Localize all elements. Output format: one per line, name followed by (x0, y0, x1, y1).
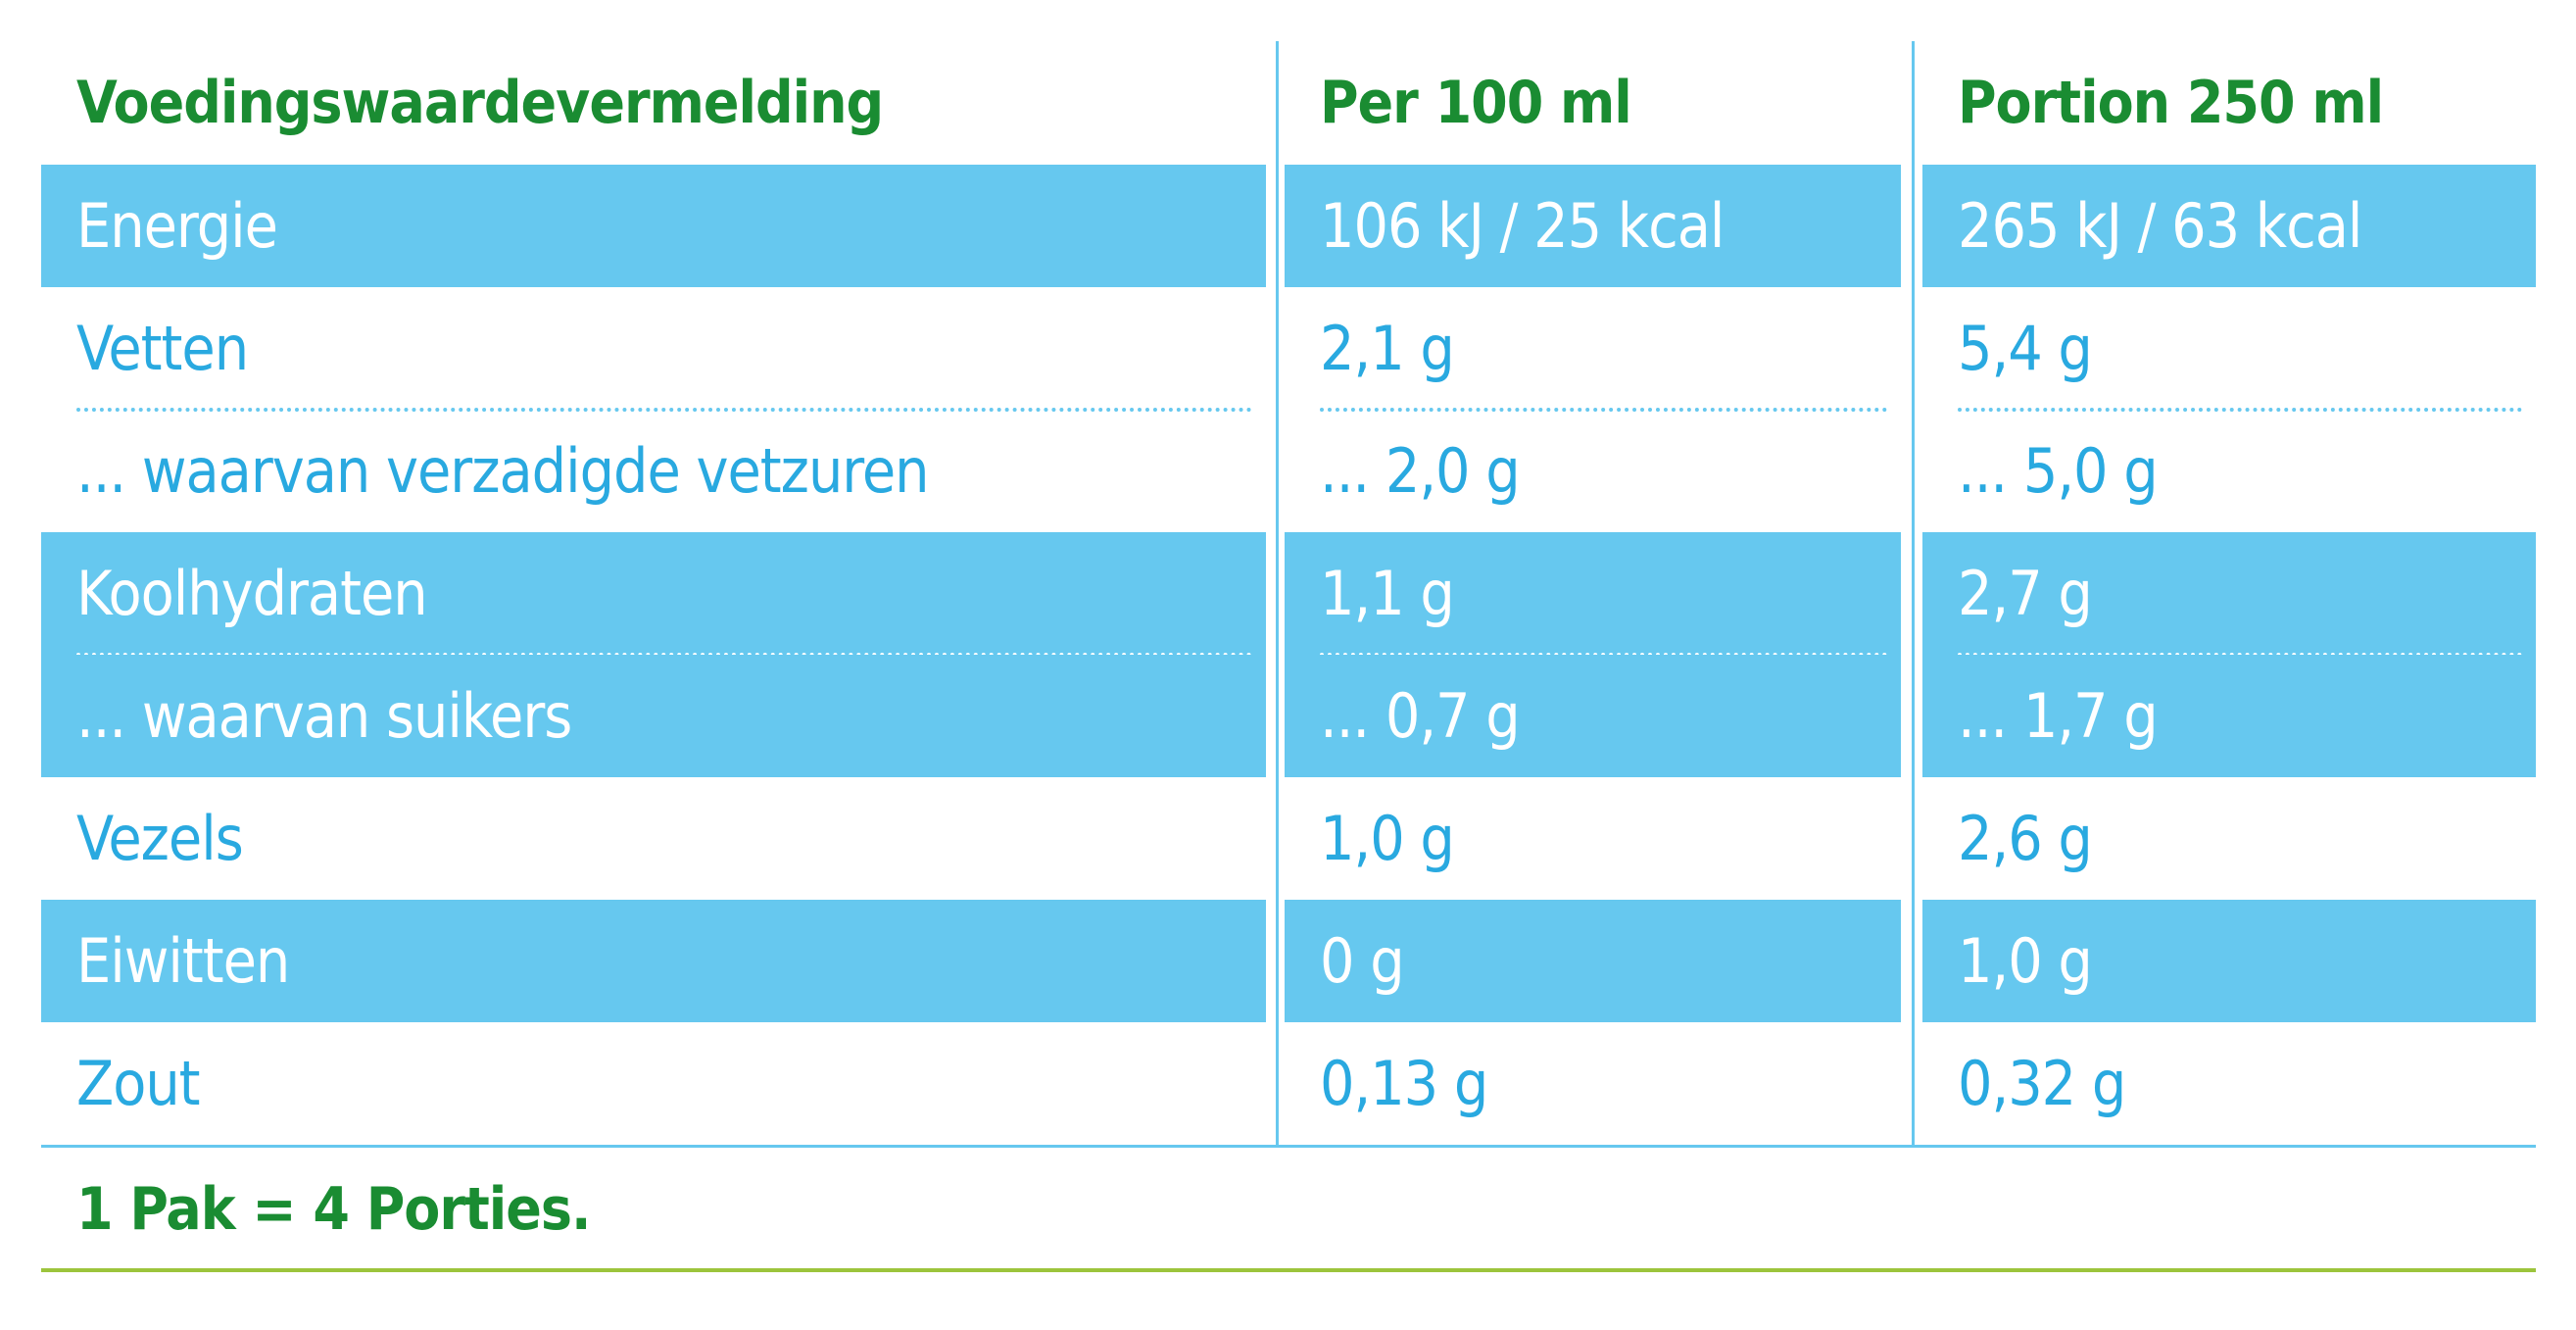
table-cell: ... waarvan verzadigde vetzuren (76, 435, 930, 507)
header-cell: Voedingswaardevermelding (76, 69, 884, 137)
table-cell: 2,1 g (1320, 313, 1455, 384)
column-divider (1276, 41, 1279, 1145)
table-cell: 106 kJ / 25 kcal (1285, 165, 1901, 287)
dotted-separator (1958, 408, 2522, 412)
table-cell: ... 1,7 g (1922, 655, 2536, 777)
table-cell: 1,1 g (1285, 532, 1901, 655)
table-cell: ... waarvan suikers (41, 655, 1266, 777)
table-cell: Vezels (76, 803, 244, 874)
table-cell: 1,0 g (1922, 900, 2536, 1022)
table-cell: 0 g (1285, 900, 1901, 1022)
table-cell: 2,6 g (1958, 803, 2093, 874)
table-bottom-rule (41, 1145, 2536, 1148)
table-cell: 1,0 g (1320, 803, 1455, 874)
table-cell: 5,4 g (1958, 313, 2093, 384)
table-cell: 265 kJ / 63 kcal (1922, 165, 2536, 287)
header-cell: Per 100 ml (1320, 69, 1632, 137)
dotted-separator (76, 408, 1252, 412)
table-cell: Eiwitten (41, 900, 1266, 1022)
table-cell: ... 5,0 g (1958, 435, 2159, 507)
table-cell: Zout (76, 1048, 201, 1119)
table-cell: 0,13 g (1320, 1048, 1488, 1119)
table-cell: 0,32 g (1958, 1048, 2126, 1119)
table-cell: 2,7 g (1922, 532, 2536, 655)
header-cell: Portion 250 ml (1958, 69, 2384, 137)
footer-rule (41, 1268, 2536, 1272)
table-cell: Energie (41, 165, 1266, 287)
table-cell: Vetten (76, 313, 249, 384)
column-divider (1912, 41, 1915, 1145)
table-cell: Koolhydraten (41, 532, 1266, 655)
dotted-separator (1320, 408, 1887, 412)
table-cell: ... 0,7 g (1285, 655, 1901, 777)
footer-note: 1 Pak = 4 Porties. (76, 1174, 592, 1244)
table-cell: ... 2,0 g (1320, 435, 1521, 507)
